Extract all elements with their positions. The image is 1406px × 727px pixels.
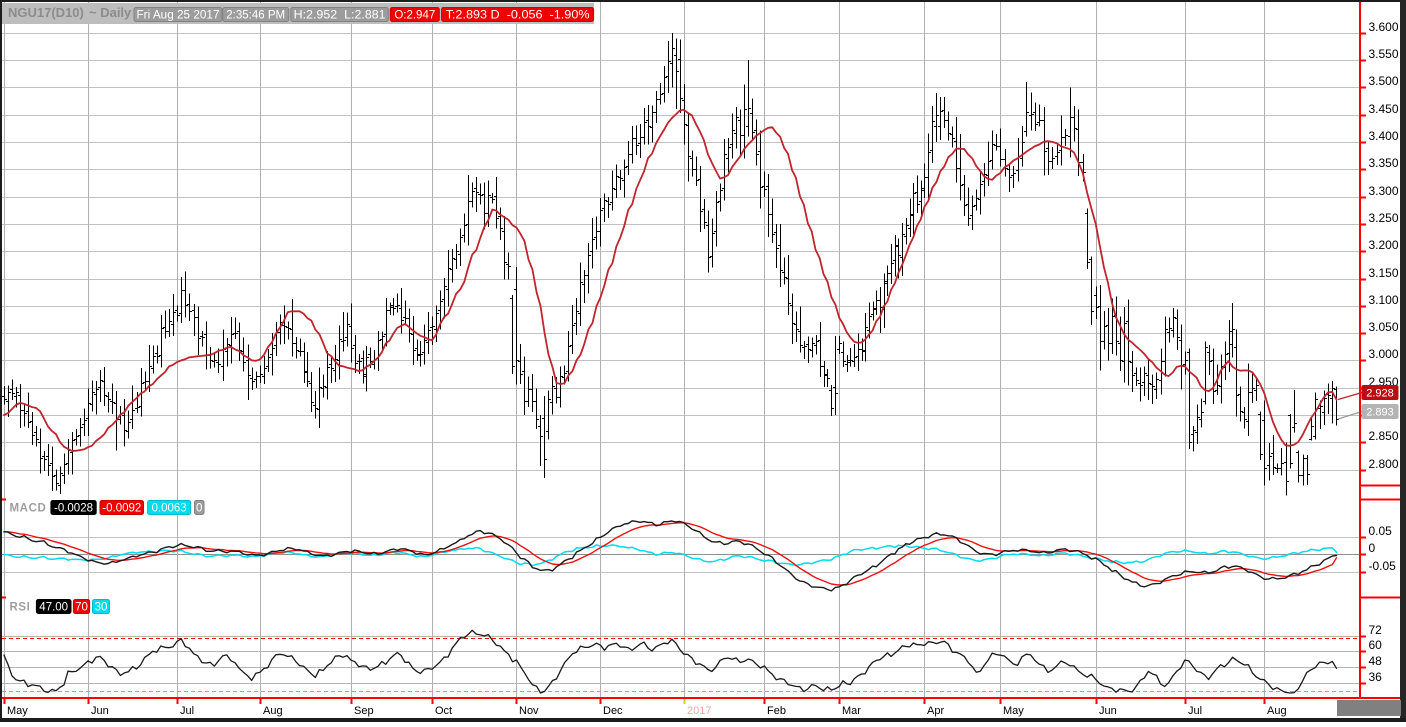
svg-text:0.0063: 0.0063	[152, 503, 187, 515]
svg-text:-0.05: -0.05	[1369, 559, 1397, 573]
svg-text:3.200: 3.200	[1369, 238, 1399, 252]
svg-text:2.850: 2.850	[1369, 429, 1399, 443]
svg-text:3.100: 3.100	[1369, 293, 1399, 307]
svg-text:3.450: 3.450	[1369, 102, 1399, 116]
svg-text:Feb: Feb	[767, 705, 786, 717]
svg-text:0: 0	[196, 503, 202, 515]
svg-text:3.300: 3.300	[1369, 184, 1399, 198]
svg-text:May: May	[1003, 705, 1024, 717]
svg-text:60: 60	[1369, 638, 1383, 652]
svg-text:-0.0092: -0.0092	[102, 503, 141, 515]
svg-text:70: 70	[75, 602, 88, 614]
svg-text:3.000: 3.000	[1369, 347, 1399, 361]
svg-text:47.00: 47.00	[39, 602, 68, 614]
svg-text:72: 72	[1369, 623, 1383, 637]
svg-text:2.928: 2.928	[1366, 388, 1394, 400]
svg-text:Jun: Jun	[1099, 705, 1117, 717]
svg-text:NGU17(D10): NGU17(D10)	[8, 5, 84, 20]
svg-text:Aug: Aug	[1267, 705, 1287, 717]
svg-text:2.893: 2.893	[1366, 407, 1394, 419]
svg-text:Jul: Jul	[1188, 705, 1202, 717]
svg-text:48: 48	[1369, 654, 1383, 668]
svg-text:Jul: Jul	[180, 705, 194, 717]
svg-text:2:35:46 PM: 2:35:46 PM	[226, 10, 285, 22]
svg-text:2017: 2017	[687, 705, 711, 717]
svg-text:~ Daily: ~ Daily	[89, 5, 132, 20]
svg-text:36: 36	[1369, 670, 1383, 684]
svg-text:3.050: 3.050	[1369, 320, 1399, 334]
svg-text:Dec: Dec	[603, 705, 623, 717]
svg-text:2.800: 2.800	[1369, 457, 1399, 471]
svg-text:Apr: Apr	[927, 705, 944, 717]
svg-text:MACD: MACD	[10, 503, 47, 515]
svg-text:0: 0	[1369, 541, 1376, 555]
svg-text:Fri Aug 25 2017: Fri Aug 25 2017	[137, 10, 220, 22]
svg-text:3.600: 3.600	[1369, 20, 1399, 34]
svg-text:RSI: RSI	[10, 602, 31, 614]
svg-text:3.550: 3.550	[1369, 47, 1399, 61]
svg-text:30: 30	[95, 602, 108, 614]
svg-text:3.250: 3.250	[1369, 211, 1399, 225]
svg-text:Sep: Sep	[354, 705, 374, 717]
svg-text:3.350: 3.350	[1369, 156, 1399, 170]
svg-text:Mar: Mar	[842, 705, 861, 717]
svg-text:May: May	[7, 705, 28, 717]
svg-text:-0.0028: -0.0028	[54, 503, 93, 515]
svg-text:Aug: Aug	[263, 705, 283, 717]
svg-text:Jun: Jun	[91, 705, 109, 717]
svg-text:3.500: 3.500	[1369, 74, 1399, 88]
svg-text:3.400: 3.400	[1369, 129, 1399, 143]
svg-text:Nov: Nov	[519, 705, 539, 717]
svg-text:T:2.893 D -0.056 -1.90%: T:2.893 D -0.056 -1.90%	[446, 10, 590, 22]
svg-text:O:2.947: O:2.947	[394, 10, 435, 22]
svg-text:0.05: 0.05	[1369, 524, 1393, 538]
svg-text:3.150: 3.150	[1369, 266, 1399, 280]
svg-text:H:2.952 L:2.881: H:2.952 L:2.881	[294, 10, 386, 22]
svg-text:Oct: Oct	[435, 705, 452, 717]
